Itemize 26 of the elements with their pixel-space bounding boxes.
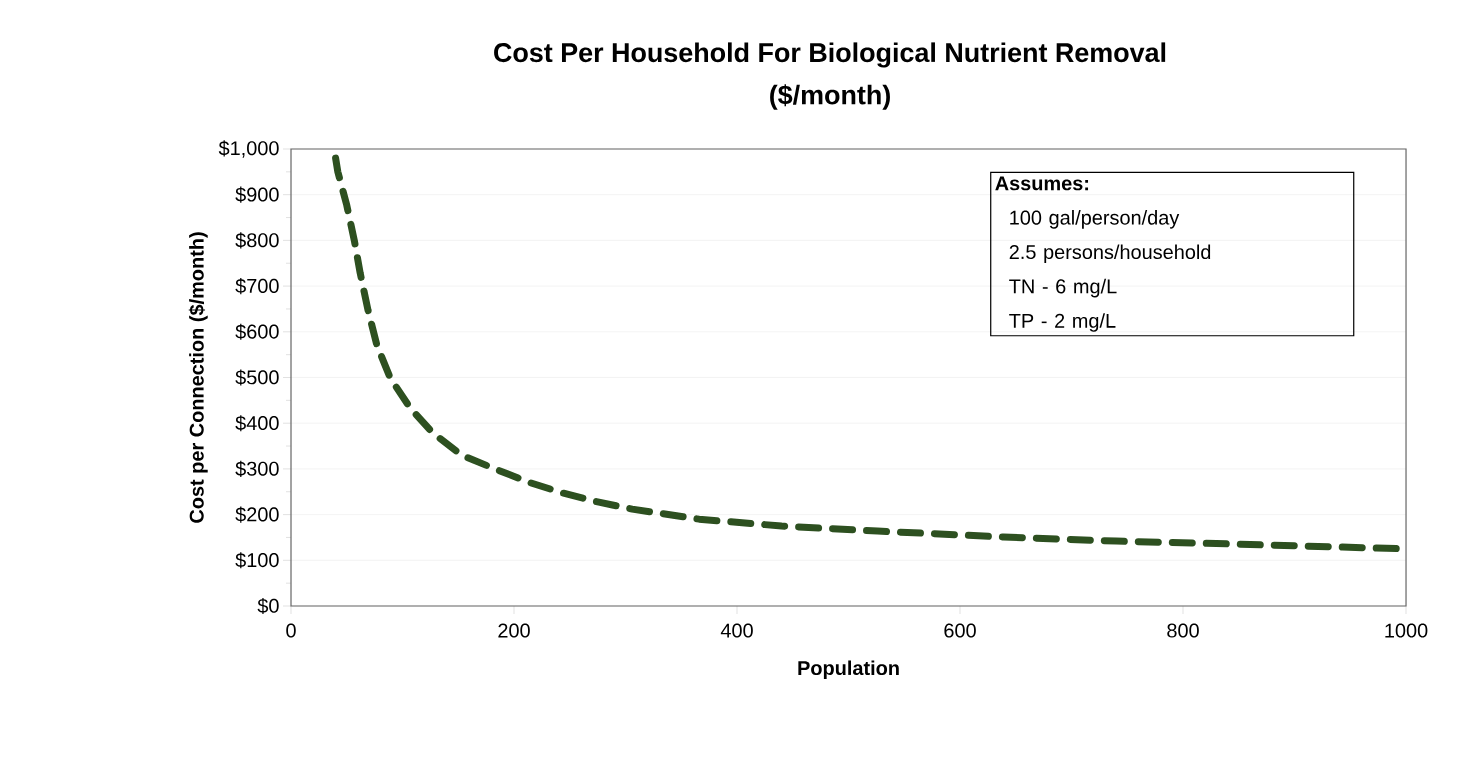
y-axis-title: Cost per Connection ($/month)	[188, 232, 208, 523]
annotation: 100 gal/person/day	[1010, 210, 1180, 229]
y-tick-label: $200	[235, 506, 279, 523]
y-tick-label: $500	[235, 369, 279, 386]
x-tick-label: 200	[498, 623, 530, 638]
x-tick-label: 400	[720, 623, 753, 638]
x-tick-label: 1000	[1385, 623, 1428, 638]
y-tick-label: $1,000	[218, 140, 279, 158]
y-tick-label: $0	[257, 597, 279, 615]
y-tick-label: $800	[235, 232, 279, 249]
y-tick-label: $900	[235, 186, 279, 203]
annotation: Assumes:	[995, 176, 1089, 191]
annotation: TP - 2 mg/L	[1009, 313, 1116, 332]
y-tick-label: $300	[235, 460, 279, 477]
chart-subtitle: ($/month)	[770, 84, 890, 110]
annotation: TN - 6 mg/L	[1009, 278, 1117, 298]
y-tick-label: $600	[235, 323, 279, 340]
y-tick-label: $700	[235, 278, 279, 295]
x-tick-label: 600	[944, 623, 976, 638]
x-tick-label: 800	[1167, 623, 1199, 638]
x-axis-title: Population	[798, 660, 899, 680]
x-tick-label: 0	[286, 623, 296, 638]
y-tick-label: $100	[235, 552, 279, 569]
chart-title: Cost Per Household For Biological Nutrient Removal	[494, 42, 1166, 68]
annotation: 2.5 persons/household	[1009, 244, 1211, 264]
y-tick-label: $400	[235, 415, 279, 432]
